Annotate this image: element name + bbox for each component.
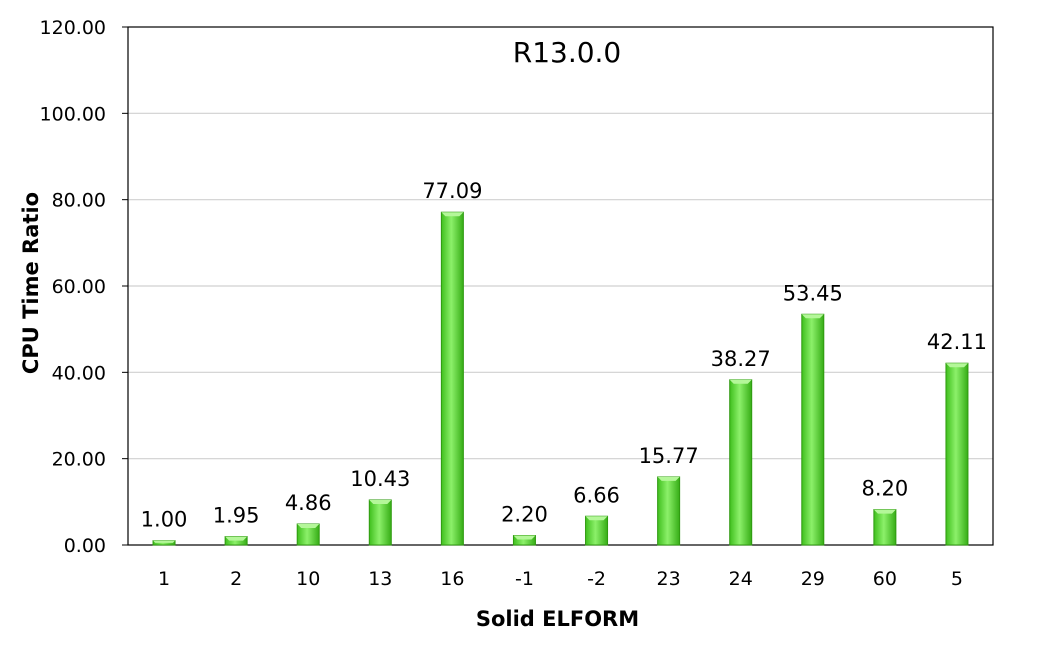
bar <box>729 379 753 546</box>
y-tick-label: 100.00 <box>40 103 106 125</box>
y-tick-label: 120.00 <box>40 17 106 39</box>
x-tick-label: 29 <box>801 568 825 590</box>
bar-bevel <box>585 516 608 521</box>
bar-bevel <box>153 540 176 543</box>
data-label: 15.77 <box>639 444 699 468</box>
data-labels: 1.00 1.95 4.86 10.43 77.09 2.20 6.66 15.77 38.27… <box>141 179 987 531</box>
data-label: 8.20 <box>861 477 908 501</box>
y-tick-label: 60.00 <box>52 276 106 298</box>
bar-bevel <box>297 524 320 529</box>
data-label: 38.27 <box>711 347 771 371</box>
data-label: 2.20 <box>501 503 548 527</box>
data-label: 77.09 <box>422 179 482 203</box>
x-tick-label: 13 <box>368 568 392 590</box>
bar-bevel <box>945 363 968 368</box>
bar-bevel <box>441 212 464 217</box>
x-tick-label: 10 <box>296 568 320 590</box>
bar-bevel <box>801 314 824 319</box>
bar <box>801 313 825 546</box>
x-tick-label: 24 <box>729 568 753 590</box>
x-tick-label: 5 <box>951 568 963 590</box>
y-tick-label: 80.00 <box>52 190 106 212</box>
bars <box>152 211 969 546</box>
data-label: 1.00 <box>141 508 188 532</box>
bar-bevel <box>873 509 896 514</box>
y-tick-label: 20.00 <box>52 449 106 471</box>
x-tick-label: 60 <box>873 568 897 590</box>
bar <box>657 476 681 546</box>
x-axis-ticks: 1 2 10 13 16 -1 -2 23 24 29 60 5 <box>158 568 963 590</box>
data-label: 4.86 <box>285 491 332 515</box>
x-tick-label: -2 <box>587 568 606 590</box>
x-tick-label: 2 <box>230 568 242 590</box>
gridlines <box>128 112 993 460</box>
x-tick-label: -1 <box>515 568 534 590</box>
bar <box>368 499 392 546</box>
y-axis-label: CPU Time Ratio <box>19 192 43 374</box>
y-tick-label: 0.00 <box>64 535 106 557</box>
data-label: 10.43 <box>350 467 410 491</box>
x-tick-label: 16 <box>440 568 464 590</box>
data-label: 1.95 <box>213 504 260 528</box>
chart-title: R13.0.0 <box>513 36 622 69</box>
bar-bevel <box>657 476 680 481</box>
bar <box>945 362 969 546</box>
bar <box>873 509 897 546</box>
data-label: 53.45 <box>783 281 843 305</box>
x-tick-label: 23 <box>657 568 681 590</box>
data-label: 42.11 <box>927 330 987 354</box>
x-tick-label: 1 <box>158 568 170 590</box>
data-label: 6.66 <box>573 483 620 507</box>
bar-bevel <box>729 379 752 384</box>
bar-bevel <box>369 499 392 504</box>
y-axis-ticks: 0.00 20.00 40.00 60.00 80.00 100.00 120.00 <box>40 17 128 557</box>
y-tick-label: 40.00 <box>52 362 106 384</box>
bar <box>440 211 464 546</box>
bar-bevel <box>225 536 248 541</box>
x-axis-label: Solid ELFORM <box>476 607 639 631</box>
bar-bevel <box>513 535 536 540</box>
bar <box>585 515 609 546</box>
